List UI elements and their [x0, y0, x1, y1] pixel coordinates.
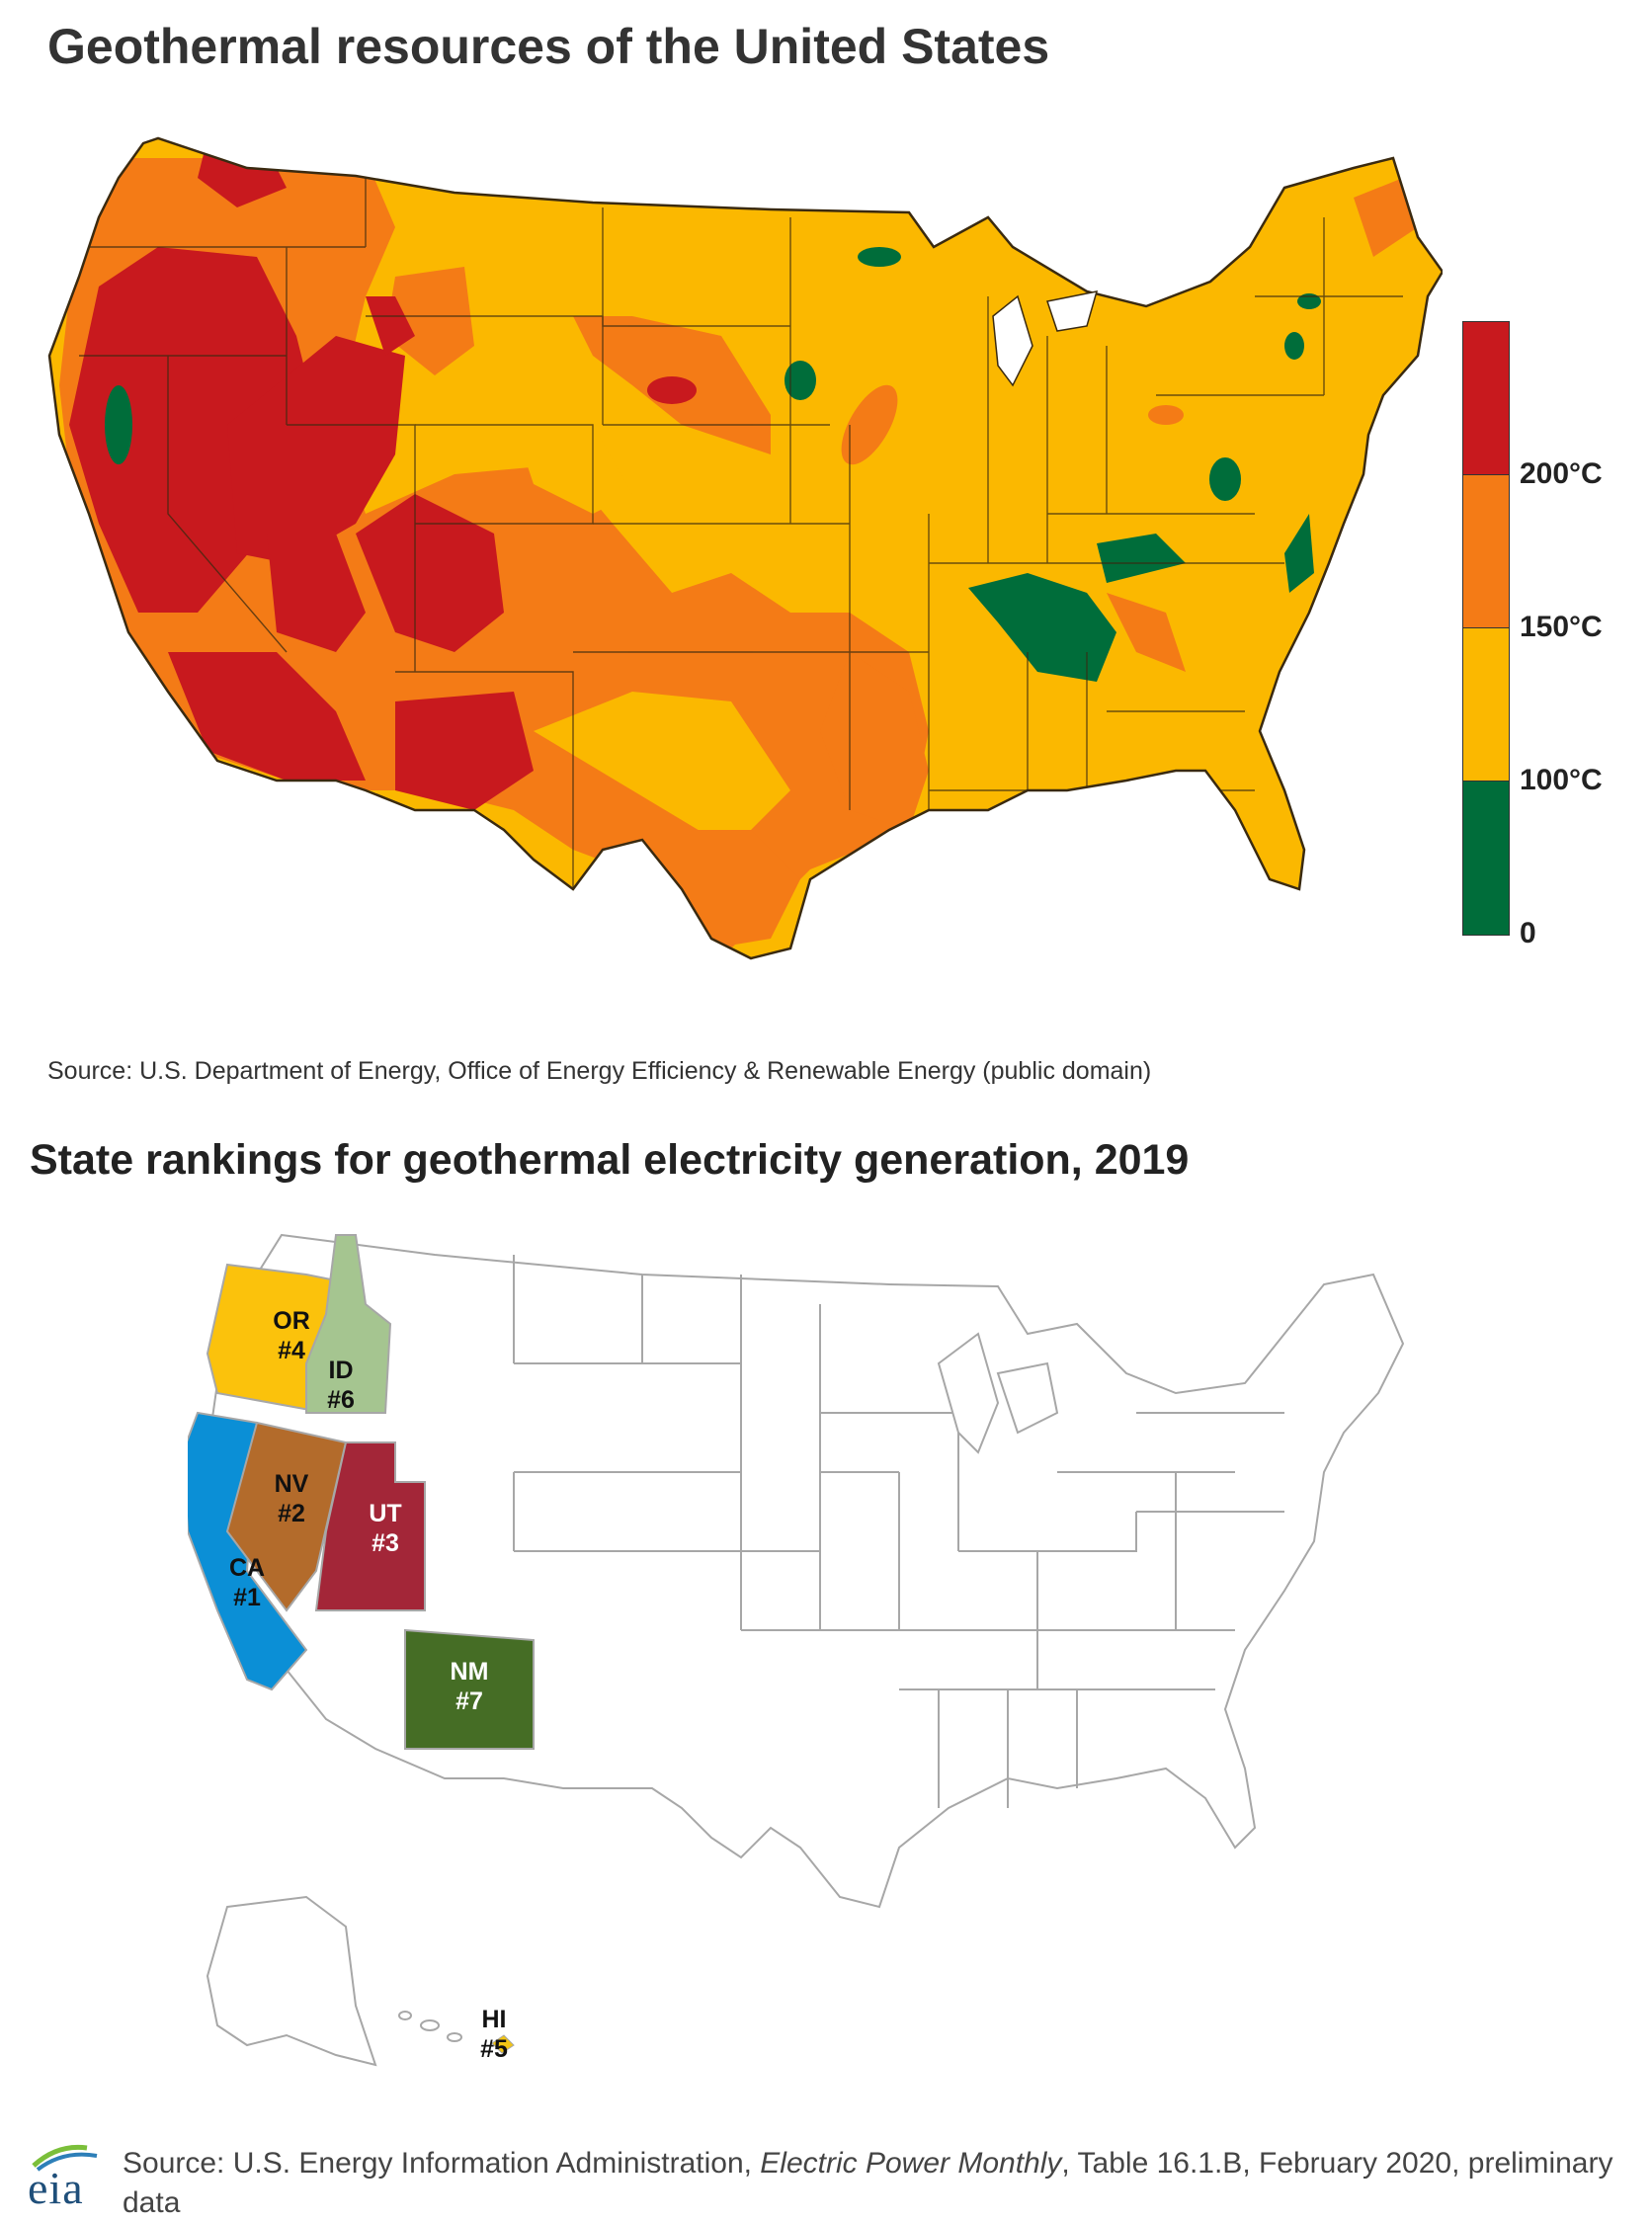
geothermal-resource-map	[47, 136, 1443, 960]
legend-swatch-orange	[1462, 474, 1510, 629]
label-nm-abbr: NM	[451, 1658, 489, 1686]
map1-source: Source: U.S. Department of Energy, Offic…	[47, 1057, 1152, 1085]
label-ca-abbr: CA	[229, 1554, 265, 1582]
label-hi-rank: #5	[480, 2035, 508, 2063]
state-id	[305, 1234, 392, 1414]
label-id-rank: #6	[327, 1386, 355, 1414]
label-ut-abbr: UT	[369, 1500, 401, 1527]
state-ut	[314, 1441, 426, 1611]
label-nv-rank: #2	[278, 1500, 305, 1527]
legend-swatch-yellow	[1462, 627, 1510, 782]
temperature-legend: 200°C 150°C 100°C 0	[1462, 321, 1652, 953]
legend-label-200: 200°C	[1520, 457, 1603, 490]
label-id-abbr: ID	[329, 1357, 354, 1384]
map2-source: Source: U.S. Energy Information Administ…	[123, 2147, 1613, 2219]
label-ca-rank: #1	[233, 1584, 261, 1611]
legend-label-0: 0	[1520, 917, 1536, 949]
label-hi-abbr: HI	[482, 2006, 507, 2033]
legend-label-100: 100°C	[1520, 764, 1603, 796]
legend-swatch-green	[1462, 781, 1510, 936]
label-ut-rank: #3	[372, 1529, 399, 1557]
label-or-abbr: OR	[273, 1307, 310, 1335]
map1-title: Geothermal resources of the United State…	[47, 19, 1050, 74]
state-hi	[491, 2034, 515, 2054]
label-or-rank: #4	[278, 1337, 305, 1364]
eia-logo-swoosh	[32, 2144, 98, 2172]
eia-logo-text: eia	[28, 2163, 84, 2213]
state-nm	[404, 1628, 535, 1750]
state-nv	[225, 1421, 348, 1612]
legend-label-150: 150°C	[1520, 611, 1603, 643]
map2-title: State rankings for geothermal electricit…	[30, 1136, 1190, 1184]
state-rankings-map: OR #4 ID #6 NV #2 UT #3 CA #1 NM #7 HI #…	[188, 1233, 1405, 2067]
eia-logo: eia	[28, 2142, 111, 2213]
legend-swatch-red	[1462, 321, 1510, 476]
label-nm-rank: #7	[455, 1688, 483, 1715]
label-nv-abbr: NV	[275, 1470, 309, 1498]
